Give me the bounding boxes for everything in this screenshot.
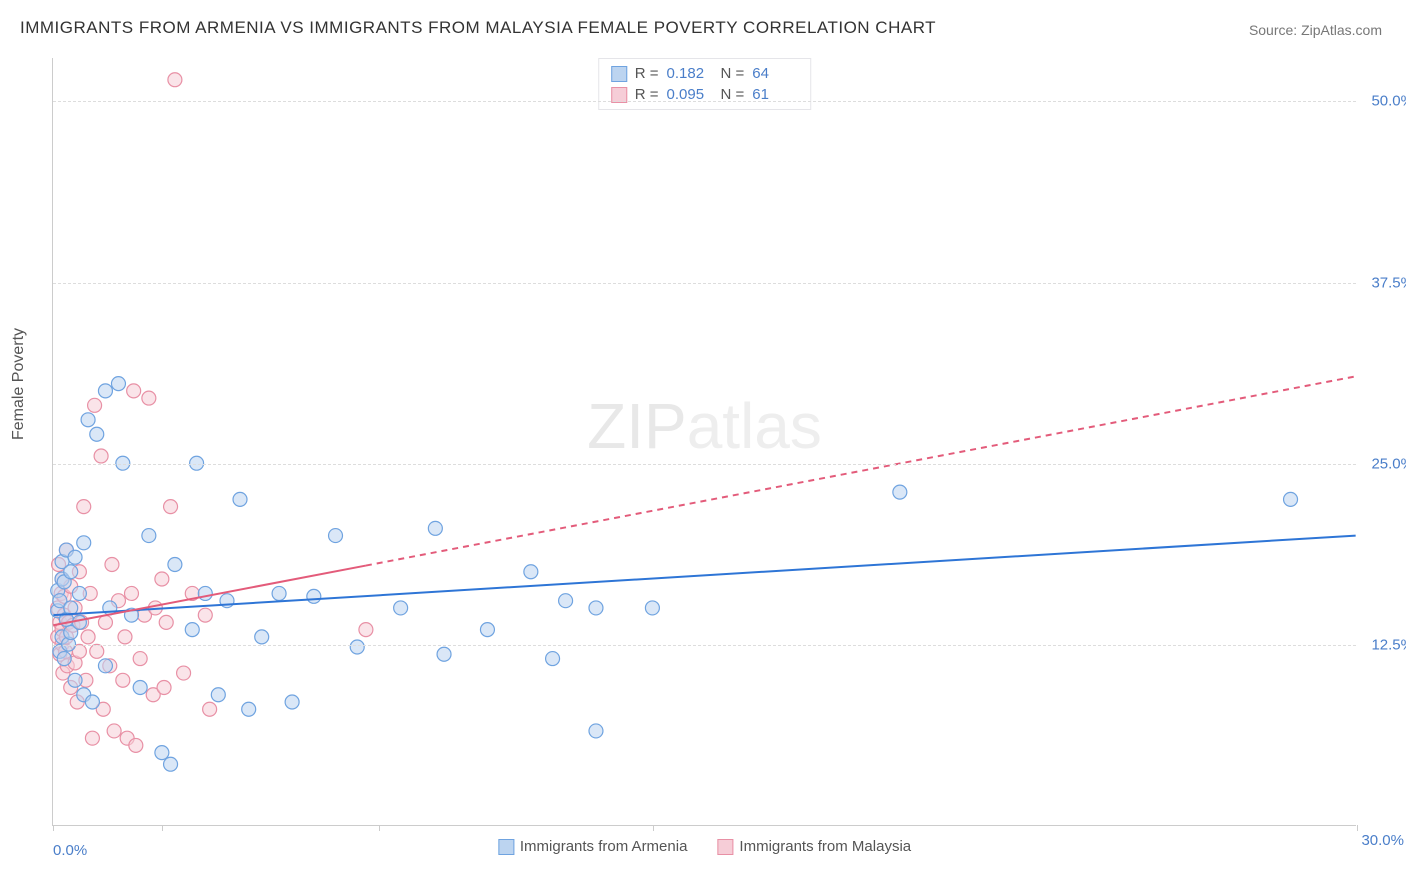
legend-item-malaysia: Immigrants from Malaysia [717,838,911,855]
y-axis-label: Female Poverty [10,328,28,440]
series-legend: Immigrants from Armenia Immigrants from … [498,838,911,855]
n-label: N = [721,86,745,103]
y-tick-label: 37.5% [1371,274,1406,291]
legend-row-armenia: R = 0.182 N = 64 [611,63,799,84]
armenia-r-value: 0.182 [667,65,713,82]
y-tick-label: 25.0% [1371,455,1406,472]
r-label: R = [635,65,659,82]
chart-area: ZIPatlas R = 0.182 N = 64 R = 0.095 N = … [52,58,1356,826]
legend-swatch-armenia [611,66,627,82]
armenia-n-value: 64 [752,65,798,82]
malaysia-r-value: 0.095 [667,86,713,103]
chart-title: IMMIGRANTS FROM ARMENIA VS IMMIGRANTS FR… [20,18,936,38]
x-tick-label: 30.0% [1361,832,1404,849]
x-tick-label: 0.0% [53,842,87,859]
r-label: R = [635,86,659,103]
y-tick-label: 50.0% [1371,93,1406,110]
legend-swatch-malaysia [717,839,733,855]
legend-swatch-malaysia [611,87,627,103]
malaysia-label: Immigrants from Malaysia [739,838,911,855]
n-label: N = [721,65,745,82]
scatter-plot [53,58,1356,825]
malaysia-n-value: 61 [752,86,798,103]
y-tick-label: 12.5% [1371,636,1406,653]
legend-swatch-armenia [498,839,514,855]
legend-item-armenia: Immigrants from Armenia [498,838,688,855]
armenia-label: Immigrants from Armenia [520,838,688,855]
source-label: Source: ZipAtlas.com [1249,22,1382,38]
